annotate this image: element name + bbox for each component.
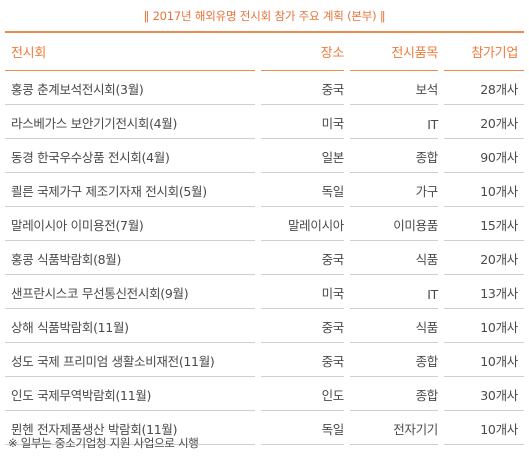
cell-item: IT [427, 117, 438, 132]
cell-location: 미국 [321, 116, 345, 131]
table-row: 홍콩 춘계보석전시회(3월) 중국 보석 28개사 [5, 70, 524, 105]
table-row: 말레이시아 이미용전(7월) 말레이시아 이미용품 15개사 [5, 206, 524, 241]
cell-count: 90개사 [480, 150, 518, 165]
cell-item: IT [427, 287, 438, 302]
row-divider [5, 376, 524, 377]
row-divider [5, 172, 524, 173]
cell-exhibition: 라스베가스 보안기기전시회(4월) [11, 116, 178, 131]
row-divider [5, 308, 524, 309]
cell-exhibition: 인도 국제무역박람회(11월) [11, 388, 152, 403]
cell-count: 10개사 [480, 422, 518, 437]
cell-exhibition: 홍콩 식품박람회(8월) [11, 252, 122, 267]
table-caption: ‖ 2017년 해외유명 전시회 참가 주요 계획 (본부) ‖ [143, 9, 386, 23]
cell-exhibition: 말레이시아 이미용전(7월) [11, 218, 144, 233]
table-row: 라스베가스 보안기기전시회(4월) 미국 IT 20개사 [5, 104, 524, 139]
table-row: 인도 국제무역박람회(11월) 인도 종합 30개사 [5, 376, 524, 411]
header-location: 장소 [320, 46, 345, 61]
cell-exhibition: 상해 식품박람회(11월) [11, 320, 129, 335]
table-row: 홍콩 식품박람회(8월) 중국 식품 20개사 [5, 240, 524, 275]
cell-item: 전자기기 [393, 422, 438, 437]
cell-item: 이미용품 [393, 218, 438, 233]
cell-count: 10개사 [480, 354, 518, 369]
cell-count: 15개사 [480, 218, 518, 233]
cell-item: 종합 [415, 150, 439, 165]
cell-location: 독일 [321, 184, 345, 199]
cell-count: 20개사 [480, 252, 518, 267]
cell-location: 중국 [321, 320, 345, 335]
cell-exhibition: 쾰른 국제가구 제조기자재 전시회(5월) [11, 184, 207, 199]
row-divider [5, 410, 524, 411]
header-divider [5, 70, 524, 71]
cell-count: 30개사 [480, 388, 518, 403]
row-divider [5, 342, 524, 343]
table-header-row: 전시회 장소 전시품목 참가기업 [5, 33, 524, 71]
row-divider [5, 444, 524, 445]
cell-location: 중국 [321, 252, 345, 267]
cell-item: 종합 [415, 388, 439, 403]
header-item: 전시품목 [391, 46, 438, 61]
table-row: 성도 국제 프리미엄 생활소비재전(11월) 중국 종합 10개사 [5, 342, 524, 377]
cell-exhibition: 뮌헨 전자제품생산 박람회(11월) [11, 422, 178, 437]
cell-location: 미국 [321, 286, 345, 301]
cell-exhibition: 홍콩 춘계보석전시회(3월) [11, 82, 144, 97]
cell-location: 독일 [321, 422, 345, 437]
table-row: 샌프란시스코 무선통신전시회(9월) 미국 IT 13개사 [5, 274, 524, 309]
cell-location: 인도 [321, 388, 345, 403]
footnote: ※ 일부는 중소기업청 지원 사업으로 시행 [8, 436, 199, 450]
table-row: 쾰른 국제가구 제조기자재 전시회(5월) 독일 가구 10개사 [5, 172, 524, 207]
cell-item: 식품 [415, 320, 439, 335]
row-divider [5, 240, 524, 241]
table-row: 동경 한국우수상품 전시회(4월) 일본 종합 90개사 [5, 138, 524, 173]
cell-count: 20개사 [480, 116, 518, 131]
table-row: 상해 식품박람회(11월) 중국 식품 10개사 [5, 308, 524, 343]
cell-exhibition: 샌프란시스코 무선통신전시회(9월) [11, 286, 189, 301]
header-count: 참가기업 [471, 46, 518, 61]
table-row: 뮌헨 전자제품생산 박람회(11월) 독일 전자기기 10개사 [5, 410, 524, 445]
cell-item: 보석 [415, 82, 439, 97]
cell-count: 10개사 [480, 320, 518, 335]
row-divider [5, 138, 524, 139]
cell-count: 13개사 [480, 286, 518, 301]
row-divider [5, 206, 524, 207]
cell-exhibition: 성도 국제 프리미엄 생활소비재전(11월) [11, 354, 215, 369]
cell-count: 10개사 [480, 184, 518, 199]
cell-count: 28개사 [480, 82, 518, 97]
cell-exhibition: 동경 한국우수상품 전시회(4월) [11, 150, 170, 165]
cell-location: 중국 [321, 82, 345, 97]
header-exhibition: 전시회 [11, 46, 46, 61]
row-divider [5, 104, 524, 105]
row-divider [5, 274, 524, 275]
cell-location: 일본 [321, 150, 345, 165]
cell-item: 식품 [415, 252, 439, 267]
cell-location: 말레이시아 [287, 218, 344, 233]
cell-item: 가구 [415, 184, 439, 199]
cell-location: 중국 [321, 354, 345, 369]
cell-item: 종합 [415, 354, 439, 369]
